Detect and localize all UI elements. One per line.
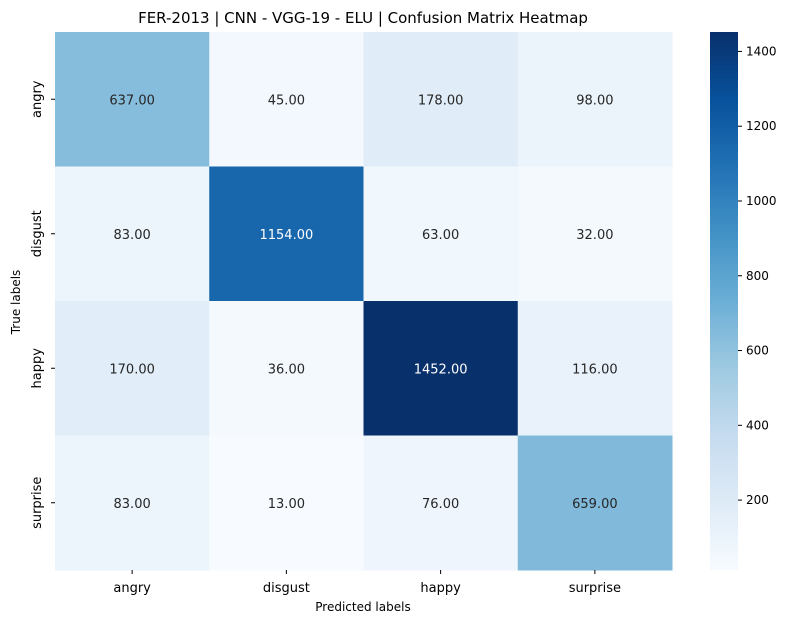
x-tick-label: happy [420, 581, 461, 596]
heatmap-cell [55, 166, 210, 302]
cell-value-label: 659.00 [572, 497, 618, 512]
y-axis-label: True labels [9, 270, 23, 336]
y-tick-label: angry [30, 80, 45, 118]
cell-value-label: 76.00 [422, 497, 459, 512]
colorbar-ticks: 200 400 600 800 1000 1200 1400 [738, 44, 777, 507]
colorbar-tick-label: 200 [746, 493, 769, 507]
cell-value-label: 36.00 [268, 362, 305, 377]
cell-value-label: 116.00 [572, 362, 618, 377]
cell-value-label: 178.00 [418, 93, 464, 108]
heatmap-cell [517, 32, 673, 167]
heatmap-cell [55, 435, 210, 571]
heatmap-cell-labels: 637.00 45.00 178.00 98.00 83.00 1154.00 63.00 3… [109, 93, 617, 512]
heatmap-cell [209, 32, 364, 167]
cell-value-label: 637.00 [109, 93, 155, 108]
colorbar-tick-label: 600 [746, 344, 769, 358]
cell-value-label: 13.00 [268, 497, 305, 512]
colorbar-tick-label: 400 [746, 418, 769, 432]
cell-value-label: 170.00 [109, 362, 155, 377]
chart-title: FER-2013 | CNN - VGG-19 - ELU | Confusio… [138, 9, 588, 27]
colorbar-tick-label: 1000 [746, 194, 777, 208]
heatmap-cell [363, 435, 519, 571]
cell-value-label: 1452.00 [414, 362, 468, 377]
cell-value-label: 45.00 [268, 93, 305, 108]
heatmap-cell [55, 32, 210, 167]
heatmap-cell [517, 301, 673, 436]
colorbar-tick-label: 1200 [746, 119, 777, 133]
heatmap-cell [363, 32, 519, 167]
colorbar-tick-label: 800 [746, 269, 769, 283]
y-axis-ticks: angry disgust happy surprise [30, 80, 55, 529]
x-tick-label: angry [113, 581, 151, 596]
cell-value-label: 32.00 [576, 228, 613, 243]
cell-value-label: 63.00 [422, 228, 459, 243]
heatmap-cell [517, 166, 673, 302]
y-tick-label: disgust [30, 210, 45, 257]
x-axis-label: Predicted labels [315, 600, 410, 614]
cell-value-label: 1154.00 [259, 228, 313, 243]
y-tick-label: surprise [30, 477, 45, 529]
y-tick-label: happy [30, 348, 45, 389]
x-tick-label: disgust [263, 581, 310, 596]
heatmap-cell [363, 166, 519, 302]
x-tick-label: surprise [569, 581, 621, 596]
cell-value-label: 98.00 [576, 93, 613, 108]
cell-value-label: 83.00 [114, 497, 151, 512]
cell-value-label: 83.00 [114, 228, 151, 243]
heatmap-cell [209, 435, 364, 571]
heatmap-cells [55, 32, 673, 571]
heatmap-cell [363, 301, 519, 436]
heatmap-cell [517, 435, 673, 571]
heatmap-cell [209, 301, 364, 436]
heatmap-cell [209, 166, 364, 302]
x-axis-ticks: angry disgust happy surprise [113, 570, 621, 596]
colorbar-tick-label: 1400 [746, 44, 777, 58]
colorbar [710, 32, 738, 570]
heatmap-cell [55, 301, 210, 436]
